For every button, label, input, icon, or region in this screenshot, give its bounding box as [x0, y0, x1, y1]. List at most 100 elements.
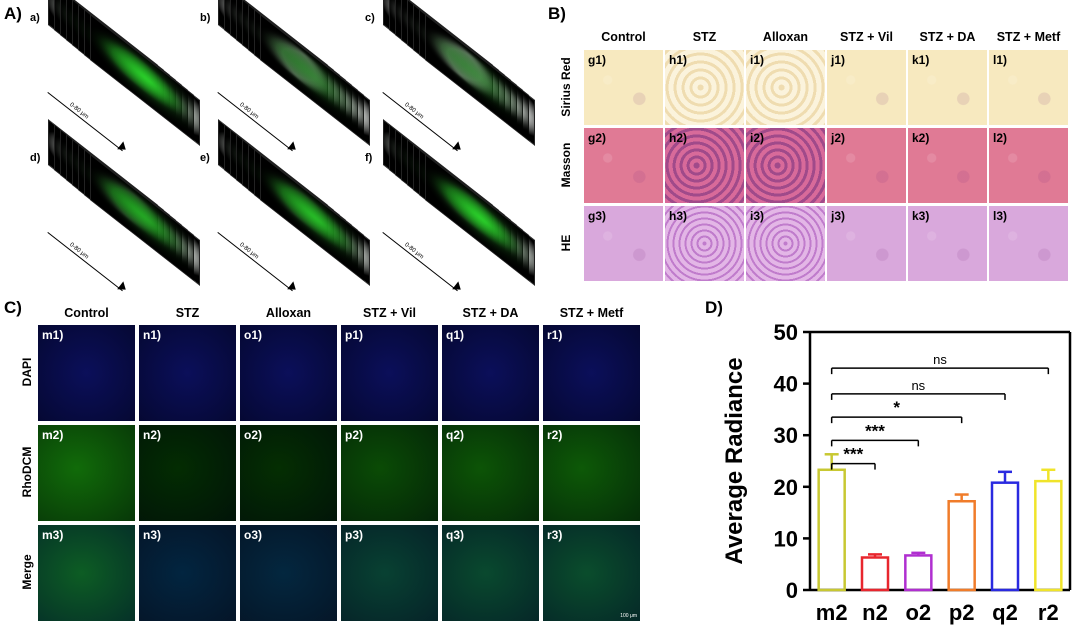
- histology-image: j3): [827, 206, 906, 281]
- fluorescence-image: p2): [341, 425, 438, 521]
- tile-label: l2): [993, 131, 1008, 145]
- bar: [990, 481, 1020, 592]
- z-slice: [90, 154, 200, 286]
- z-stack: [40, 119, 200, 293]
- column-header: STZ: [175, 306, 200, 320]
- tile-label: l1): [993, 53, 1008, 67]
- tile-label: p3): [345, 528, 363, 542]
- bar: [817, 468, 846, 592]
- tile-label: n2): [143, 428, 161, 442]
- tile-label: p1): [345, 328, 363, 342]
- y-tick-label: 40: [774, 372, 798, 397]
- tile-label: m3): [42, 528, 64, 542]
- tile-label: j3): [831, 209, 846, 223]
- tile-label: q1): [446, 328, 464, 342]
- significance-label: ***: [843, 445, 863, 464]
- z-slice: [425, 154, 535, 286]
- panel-b-letter: B): [548, 4, 566, 23]
- tile-label: g3): [588, 209, 606, 223]
- bar: [1034, 479, 1063, 592]
- row-header: Masson: [559, 142, 573, 187]
- x-tick-label: p2: [949, 600, 975, 625]
- subpanel-label: e): [200, 152, 210, 164]
- column-header: STZ + DA: [462, 306, 519, 320]
- z-stack: [375, 119, 535, 293]
- scale-bar-label: 100 μm: [620, 613, 637, 619]
- column-header: STZ + Metf: [559, 306, 624, 320]
- column-header: Alloxan: [762, 30, 809, 44]
- tile-label: o3): [244, 528, 262, 542]
- z-slice: [260, 14, 370, 146]
- row-header: Sirius Red: [559, 56, 573, 117]
- column-header: Alloxan: [265, 306, 312, 320]
- tile-label: j2): [831, 131, 846, 145]
- significance-label: ***: [865, 421, 885, 440]
- z-slice: [260, 154, 370, 286]
- fluorescence-image: r3) 100 μm: [543, 525, 640, 621]
- fluorescence-image: p1): [341, 325, 438, 421]
- panel-d-letter: D): [705, 298, 723, 317]
- subpanel-label: b): [200, 12, 211, 24]
- x-tick-label: o2: [905, 600, 931, 625]
- x-tick-label: r2: [1038, 600, 1059, 625]
- tile-label: h3): [669, 209, 687, 223]
- subpanel-label: c): [365, 12, 375, 24]
- tile-label: h2): [669, 131, 687, 145]
- tile-label: p2): [345, 428, 363, 442]
- fluorescence-image: m3): [38, 525, 135, 621]
- tile-label: r3): [547, 528, 563, 542]
- bar: [947, 499, 976, 592]
- column-header: STZ: [692, 30, 717, 44]
- fluorescence-image: o1): [240, 325, 337, 421]
- row-header: RhoDCM: [20, 446, 34, 498]
- fluorescence-image: m2): [38, 425, 135, 521]
- row-header: HE: [559, 234, 573, 251]
- fluorescence-image: q1): [442, 325, 539, 421]
- histology-image: h3): [665, 206, 744, 281]
- y-tick-label: 30: [774, 423, 798, 448]
- tile-label: n3): [143, 528, 161, 542]
- tile-label: r2): [547, 428, 563, 442]
- fluorescence-image: n3): [139, 525, 236, 621]
- tile-label: n1): [143, 328, 161, 342]
- z-stack: [210, 119, 370, 293]
- column-header: Control: [601, 30, 646, 44]
- tile-label: r1): [547, 328, 563, 342]
- x-tick-label: n2: [862, 600, 888, 625]
- significance-label: *: [893, 398, 900, 417]
- y-tick-label: 10: [774, 526, 798, 551]
- column-header: STZ + DA: [919, 30, 976, 44]
- fluorescence-image: o2): [240, 425, 337, 521]
- subpanel-label: f): [365, 152, 373, 164]
- histology-image: l1): [989, 50, 1068, 125]
- histology-image: i1): [746, 50, 825, 125]
- bar: [904, 554, 933, 592]
- y-tick-label: 20: [774, 475, 798, 500]
- tile-label: j1): [831, 53, 846, 67]
- z-slice: [90, 14, 200, 146]
- tile-label: q3): [446, 528, 464, 542]
- column-header: STZ + Metf: [996, 30, 1061, 44]
- column-header: Control: [64, 306, 109, 320]
- bar-chart: 0 10 20 30 40 50 Average Radiance m2 n2 o2 p2 q2 r2 n…: [721, 320, 1072, 625]
- fluorescence-image: r2): [543, 425, 640, 521]
- histology-image: i3): [746, 206, 825, 281]
- fluorescence-image: n2): [139, 425, 236, 521]
- tile-label: h1): [669, 53, 687, 67]
- histology-image: j1): [827, 50, 906, 125]
- fluorescence-image: r1): [543, 325, 640, 421]
- z-slice: [425, 14, 535, 146]
- histology-image: h2): [665, 128, 744, 203]
- fluorescence-image: q2): [442, 425, 539, 521]
- tile-label: m2): [42, 428, 64, 442]
- panel-a-letter: A): [4, 4, 22, 23]
- y-tick-label: 50: [774, 320, 798, 345]
- histology-image: j2): [827, 128, 906, 203]
- significance-label: ns: [911, 378, 925, 393]
- significance-label: ns: [933, 352, 947, 367]
- histology-image: g3): [584, 206, 663, 281]
- column-header: STZ + Vil: [840, 30, 893, 44]
- bar: [860, 556, 890, 592]
- fluorescence-image: q3): [442, 525, 539, 621]
- histology-image: k1): [908, 50, 987, 125]
